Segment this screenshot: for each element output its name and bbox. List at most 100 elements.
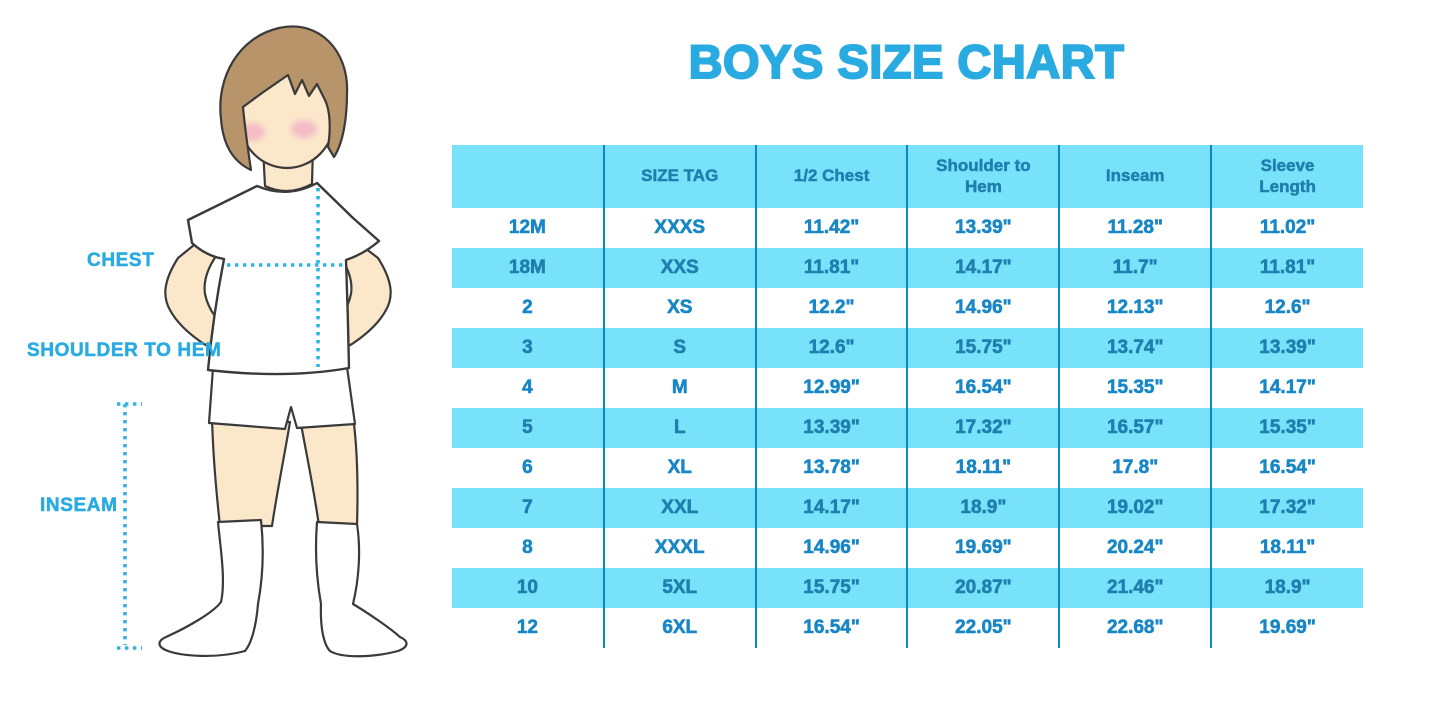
size-cell: XL [603, 448, 757, 488]
size-cell: 16.54" [907, 368, 1061, 408]
size-cell: 18.11" [907, 448, 1061, 488]
size-cell: 14.17" [1259, 377, 1316, 399]
size-cell: 15.35" [1211, 408, 1363, 448]
size-cell: 18.11" [1259, 537, 1316, 559]
size-row: 12M XXXS 11.42" 13.39" 11.28" 11.02" [452, 208, 1363, 248]
size-cell: 12.6" [755, 328, 909, 368]
size-cell: 17.8" [1059, 448, 1213, 488]
size-cell: 13.39" [1211, 328, 1363, 368]
chest-label: CHEST [87, 250, 155, 272]
size-row: 5 L 13.39" 17.32" 16.57" 15.35" [452, 408, 1363, 448]
shorts [207, 365, 357, 431]
size-row: 7 XXL 14.17" 18.9" 19.02" 17.32" [452, 488, 1363, 528]
size-cell: XXXS [603, 208, 757, 248]
column-header-size [452, 145, 605, 208]
page-title: BOYS SIZE CHART [688, 34, 1125, 89]
size-cell: 13.39" [907, 208, 1061, 248]
size-cell: 11.42" [755, 208, 909, 248]
left-leg [210, 416, 292, 528]
size-cell: XXS [603, 248, 757, 288]
size-cell: 11.81" [755, 248, 909, 288]
size-cell: 14.17" [907, 248, 1061, 288]
size-label-cell: 2 [452, 288, 605, 328]
column-header-shoulder-to-hem: Shoulder to Hem [907, 145, 1061, 208]
size-cell: 15.35" [1059, 368, 1213, 408]
size-cell: 15.75" [907, 328, 1061, 368]
size-row: 4 M 12.99" 16.54" 15.35" 14.17" [452, 368, 1363, 408]
size-cell: 12.99" [755, 368, 909, 408]
size-cell: M [603, 368, 757, 408]
size-cell: 6XL [603, 608, 757, 648]
column-header-half-chest: 1/2 Chest [755, 145, 909, 208]
size-cell: XS [603, 288, 757, 328]
size-cell: 13.78" [755, 448, 909, 488]
column-header-size-tag: SIZE TAG [603, 145, 757, 208]
size-cell: S [603, 328, 757, 368]
size-cell: 11.28" [1059, 208, 1213, 248]
size-cell: XXL [603, 488, 757, 528]
size-label-cell: 12M [452, 208, 605, 248]
column-header-inseam: Inseam [1059, 145, 1213, 208]
left-sock [158, 518, 264, 658]
size-cell: 17.32" [907, 408, 1061, 448]
size-cell: 14.96" [907, 288, 1061, 328]
size-label-cell: 7 [452, 488, 605, 528]
size-cell: 11.02" [1259, 217, 1316, 239]
size-cell: 12.6" [1264, 297, 1311, 319]
right-sock [314, 520, 408, 658]
size-label-cell: 10 [452, 568, 605, 608]
size-cell: L [603, 408, 757, 448]
size-row: 3 S 12.6" 15.75" 13.74" 13.39" [452, 328, 1363, 368]
size-cell: 13.39" [755, 408, 909, 448]
size-cell: 18.9" [1211, 568, 1363, 608]
size-row: 12 6XL 16.54" 22.05" 22.68" 19.69" [452, 608, 1363, 648]
size-cell: 13.74" [1059, 328, 1213, 368]
size-cell: 20.24" [1059, 528, 1213, 568]
hair [219, 25, 349, 172]
blush-right [291, 120, 317, 138]
size-cell: 22.05" [907, 608, 1061, 648]
size-label-cell: 5 [452, 408, 605, 448]
size-cell: 14.96" [755, 528, 909, 568]
size-cell: 19.69" [1259, 617, 1316, 639]
size-row: 18M XXS 11.81" 14.17" 11.7" 11.81" [452, 248, 1363, 288]
size-cell: 17.32" [1211, 488, 1363, 528]
t-shirt [186, 181, 381, 376]
size-row: 6 XL 13.78" 18.11" 17.8" 16.54" [452, 448, 1363, 488]
size-cell: 12.2" [755, 288, 909, 328]
size-cell: 21.46" [1059, 568, 1213, 608]
size-cell: 16.54" [1259, 457, 1316, 479]
size-cell: 5XL [603, 568, 757, 608]
size-label-cell: 3 [452, 328, 605, 368]
size-cell: 11.81" [1211, 248, 1363, 288]
size-label-cell: 4 [452, 368, 605, 408]
size-cell: 14.17" [755, 488, 909, 528]
boy-illustration [117, 25, 408, 658]
size-table: SIZE TAG 1/2 Chest Shoulder to Hem Insea… [452, 145, 1363, 648]
header-row: SIZE TAG 1/2 Chest Shoulder to Hem Insea… [452, 145, 1363, 208]
column-header-sleeve-length: Sleeve Length [1211, 145, 1363, 208]
size-table-header: SIZE TAG 1/2 Chest Shoulder to Hem Insea… [452, 145, 1363, 208]
size-cell: 15.75" [755, 568, 909, 608]
size-cell: 19.69" [907, 528, 1061, 568]
shoulder-to-hem-label: SHOULDER TO HEM [27, 340, 222, 362]
size-cell: XXXL [603, 528, 757, 568]
size-cell: 16.54" [755, 608, 909, 648]
size-cell: 12.13" [1059, 288, 1213, 328]
size-label-cell: 18M [452, 248, 605, 288]
size-cell: 11.7" [1059, 248, 1213, 288]
size-row: 2 XS 12.2" 14.96" 12.13" 12.6" [452, 288, 1363, 328]
size-cell: 16.57" [1059, 408, 1213, 448]
size-cell: 19.02" [1059, 488, 1213, 528]
size-label-cell: 12 [452, 608, 605, 648]
size-row: 8 XXXL 14.96" 19.69" 20.24" 18.11" [452, 528, 1363, 568]
size-row: 10 5XL 15.75" 20.87" 21.46" 18.9" [452, 568, 1363, 608]
size-label-cell: 8 [452, 528, 605, 568]
right-leg [299, 422, 359, 528]
size-cell: 20.87" [907, 568, 1061, 608]
size-label-cell: 6 [452, 448, 605, 488]
size-cell: 18.9" [907, 488, 1061, 528]
size-cell: 22.68" [1059, 608, 1213, 648]
inseam-label: INSEAM [40, 495, 118, 517]
